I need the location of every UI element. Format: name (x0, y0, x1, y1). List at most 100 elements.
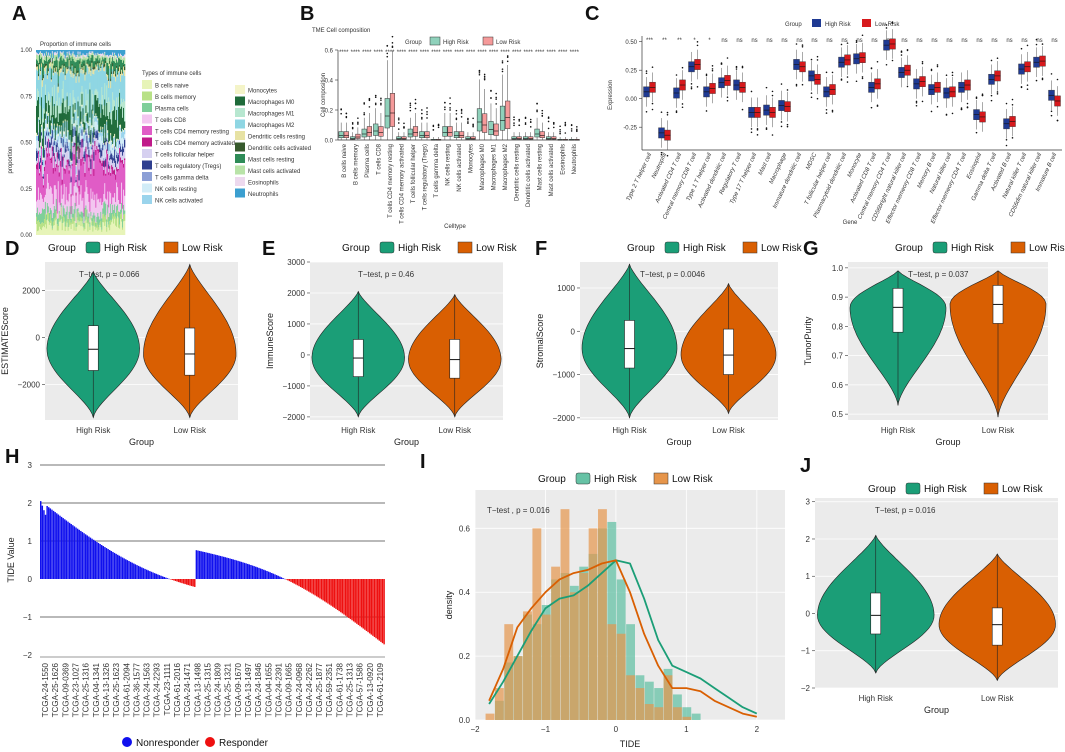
bar-segment (65, 167, 67, 187)
bar-segment (86, 63, 88, 66)
bar-segment (57, 218, 60, 227)
bar-segment (78, 58, 80, 61)
outlier (795, 83, 798, 86)
outlier (357, 121, 359, 124)
bar-segment (36, 150, 38, 161)
bar-segment (80, 185, 82, 212)
bar-segment (58, 221, 61, 235)
bar-segment (59, 219, 62, 222)
x-tick-label: T cells CD8 (376, 143, 382, 175)
bar-segment (84, 191, 86, 208)
bar-segment (76, 151, 78, 154)
bar-nonresponder (238, 561, 241, 579)
bar-segment (57, 136, 60, 142)
bar-segment (51, 69, 54, 88)
legend-high: High Risk (951, 243, 995, 254)
bar-segment (95, 138, 97, 150)
bar-segment (121, 149, 123, 152)
bar-segment (77, 59, 79, 71)
panel-label-h: H (5, 446, 19, 468)
bar-segment (86, 113, 88, 122)
bar-segment (92, 50, 94, 52)
bar-segment (104, 183, 106, 202)
bar-segment (116, 50, 118, 56)
bar-segment (76, 159, 78, 164)
bar-segment (97, 50, 99, 53)
bar-segment (103, 59, 105, 65)
bar-segment (110, 154, 112, 160)
bar-segment (77, 126, 79, 135)
bar-segment (62, 122, 64, 131)
bar-segment (100, 126, 102, 131)
bar-segment (103, 57, 105, 60)
bar-segment (94, 129, 96, 133)
bar-segment (73, 209, 75, 222)
bar-segment (90, 54, 92, 58)
bar-segment (57, 83, 60, 87)
bar-segment (74, 72, 76, 100)
bar-segment (47, 141, 50, 183)
bar-segment (110, 54, 112, 56)
bar-segment (122, 159, 124, 164)
bar-segment (101, 163, 103, 166)
bar-nonresponder (150, 571, 153, 579)
bar-segment (53, 225, 56, 235)
bar-segment (96, 66, 98, 70)
bar-segment (101, 53, 103, 56)
bar-segment (92, 69, 94, 74)
bar-segment (59, 106, 62, 114)
bar-segment (78, 225, 80, 235)
bar-segment (46, 153, 49, 158)
bar-segment (67, 66, 69, 69)
bar-segment (44, 123, 47, 136)
bar-segment (83, 222, 85, 228)
bar-segment (82, 139, 84, 148)
bar-segment (38, 53, 41, 56)
bar-segment (117, 73, 119, 75)
y-tick-label: 0.6 (832, 381, 844, 390)
bar-segment (97, 64, 99, 92)
bar-responder (293, 579, 295, 584)
bar-segment (43, 55, 46, 61)
bar-segment (65, 137, 67, 143)
bar-segment (42, 201, 45, 210)
bar-segment (75, 59, 77, 62)
histogram-bar-low (654, 707, 664, 720)
bar-segment (37, 153, 40, 188)
bar-segment (124, 101, 126, 122)
bar-segment (79, 216, 81, 222)
bar-responder (378, 579, 381, 641)
test-annotation: T−test, p = 0.066 (79, 270, 140, 279)
legend-title: Group (342, 243, 370, 254)
outlier (720, 63, 723, 65)
bar-segment (39, 192, 42, 215)
bar-segment (66, 159, 68, 163)
x-tick-label: Monocyte (847, 152, 864, 179)
bar-segment (43, 166, 46, 172)
outlier (444, 106, 446, 108)
legend-low: Low Risk (875, 22, 900, 28)
outlier (409, 109, 412, 112)
bar-segment (92, 94, 94, 105)
bar-segment (103, 213, 105, 223)
bar-segment (36, 135, 38, 141)
bar-segment (82, 157, 84, 162)
histogram-bar-low (682, 716, 692, 720)
bar-segment (81, 85, 83, 94)
bar-segment (119, 55, 121, 57)
bar-segment (36, 105, 38, 133)
outlier (930, 68, 933, 71)
bar-segment (110, 112, 112, 120)
bar-segment (49, 120, 52, 135)
bar-segment (36, 160, 38, 165)
bar-segment (110, 224, 112, 235)
bar-segment (43, 109, 46, 114)
outlier (403, 126, 405, 129)
bar-segment (112, 66, 114, 70)
legend-entry: NK cells activated (155, 199, 203, 205)
bar-segment (68, 158, 70, 161)
bar-segment (111, 222, 113, 235)
bar-segment (105, 198, 107, 204)
significance-mark: **** (408, 50, 418, 56)
